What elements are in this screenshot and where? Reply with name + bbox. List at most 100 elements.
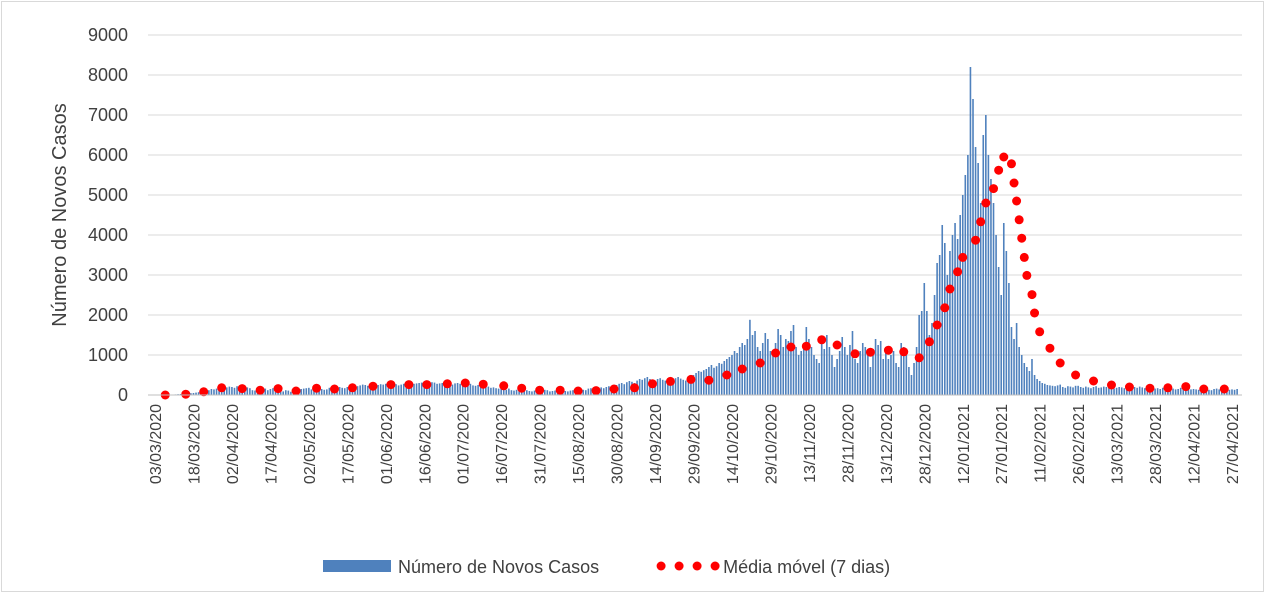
bar [470,384,472,395]
bar [552,391,554,395]
bar [772,355,774,395]
ma-dot [274,384,283,393]
bar [1098,388,1100,395]
bar [1059,385,1061,395]
bar [695,373,697,395]
bar [582,390,584,395]
ma-dot [802,342,811,351]
legend-swatch [693,562,702,571]
y-tick-label: 4000 [88,225,128,245]
bar [1213,389,1215,395]
bar [1031,359,1033,395]
bar [754,331,756,395]
bar [621,383,623,395]
bar [549,391,551,395]
bar [721,364,723,395]
bar [1003,223,1005,395]
bar [1159,389,1161,395]
bar [703,370,705,395]
bar [752,335,754,395]
ma-dot [771,349,780,358]
ma-dot [899,347,908,356]
bar [311,389,313,395]
ma-dot [461,379,470,388]
bar [926,311,928,395]
bar [698,371,700,395]
bar [252,390,254,395]
bar [285,390,287,395]
bar [818,363,820,395]
ma-dot [1022,271,1031,280]
bar [531,391,533,395]
x-tick-label: 27/04/2021 [1225,404,1242,484]
bar [882,359,884,395]
bar [326,389,328,395]
bar [782,347,784,395]
bar [439,383,441,395]
bar [1141,387,1143,395]
bar [1041,383,1043,395]
ma-dot [1145,384,1154,393]
ma-dot [312,384,321,393]
bar [400,385,402,395]
bar [572,390,574,395]
ma-dot [999,153,1008,162]
bar [1218,389,1220,395]
bar [382,385,384,395]
bar [1231,389,1233,395]
bar [421,383,423,395]
bar [1157,388,1159,395]
bar [216,389,218,395]
bar [898,367,900,395]
bar [1193,389,1195,395]
bar [1139,387,1141,395]
bar [1034,375,1036,395]
x-tick-label: 13/12/2020 [879,404,896,484]
bar [1154,389,1156,395]
bar [452,385,454,395]
bar [544,390,546,395]
ma-dot [817,335,826,344]
y-tick-label: 7000 [88,105,128,125]
bar [659,378,661,395]
y-tick-label: 9000 [88,25,128,45]
bar [395,384,397,395]
bar [780,335,782,395]
bar [529,391,531,395]
ma-dot [592,386,601,395]
ma-dot [971,236,980,245]
bar [954,223,956,395]
bar [1136,388,1138,395]
bar [1208,390,1210,395]
bar [806,327,808,395]
bar [282,391,284,395]
bar [785,339,787,395]
bar [747,339,749,395]
ma-dot [1181,382,1190,391]
bar [618,384,620,395]
bar [965,175,967,395]
bar [472,385,474,395]
bar [308,388,310,395]
bar [1100,387,1102,395]
bar [852,331,854,395]
x-tick-label: 13/03/2021 [1110,404,1127,484]
bar [847,355,849,395]
bar [254,391,256,395]
bar [1070,387,1072,395]
bar [765,333,767,395]
y-axis-label: Número de Novos Casos [49,103,71,326]
ma-dot [940,303,949,312]
bar [339,387,341,395]
ma-dot [1017,234,1026,243]
bar [908,367,910,395]
bar [867,355,869,395]
bar [288,391,290,395]
bar [600,387,602,395]
y-tick-label: 8000 [88,65,128,85]
bar [416,383,418,395]
bar [890,355,892,395]
bar [362,385,364,395]
ma-dot [256,386,265,395]
bar [1190,389,1192,395]
